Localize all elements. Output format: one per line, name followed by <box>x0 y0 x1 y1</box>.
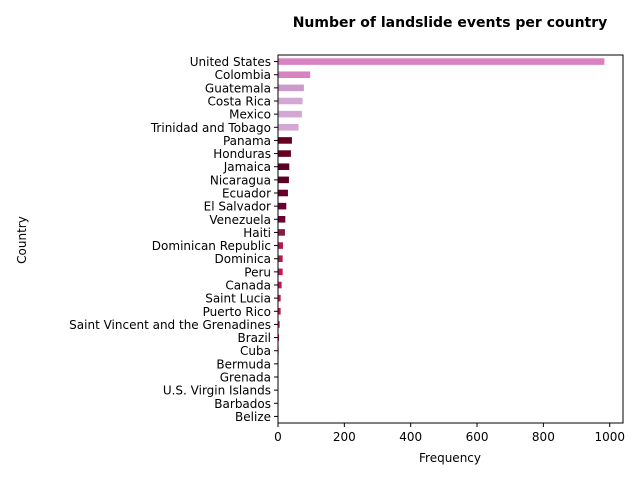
bar-honduras <box>278 150 291 157</box>
category-label: Barbados <box>214 397 271 411</box>
category-label: Puerto Rico <box>203 305 271 319</box>
category-label: Grenada <box>220 371 271 385</box>
bar-saint-lucia <box>278 294 281 302</box>
category-label: Dominica <box>215 252 272 266</box>
category-label: U.S. Virgin Islands <box>163 384 271 398</box>
x-tick-label: 400 <box>399 430 422 444</box>
category-label: Nicaragua <box>210 173 271 187</box>
x-axis-label: Frequency <box>419 451 481 465</box>
bar-mexico <box>278 110 302 118</box>
category-label: Jamaica <box>223 160 271 174</box>
bar-haiti <box>278 229 285 236</box>
category-label: Trinidad and Tobago <box>150 121 271 135</box>
category-label: Ecuador <box>222 187 271 201</box>
category-label: Guatemala <box>205 81 271 95</box>
y-axis-label: Country <box>15 216 29 264</box>
x-tick-label: 200 <box>333 430 356 444</box>
bars-group <box>278 58 605 420</box>
x-tick-label: 0 <box>274 430 282 444</box>
category-label: Honduras <box>213 147 271 161</box>
bar-dominican-republic <box>278 242 283 249</box>
bar-saint-vincent-and-the-grenadines <box>278 321 280 328</box>
bar-united-states <box>278 58 605 65</box>
category-label: Saint Vincent and the Grenadines <box>69 318 271 332</box>
bar-jamaica <box>278 163 290 170</box>
bar-trinidad-and-tobago <box>278 124 299 131</box>
bar-canada <box>278 281 282 289</box>
category-label: Saint Lucia <box>205 292 271 306</box>
category-label: Costa Rica <box>208 95 271 109</box>
bar-el-salvador <box>278 202 287 210</box>
x-tick-label: 600 <box>466 430 489 444</box>
category-label: Venezuela <box>209 213 271 227</box>
bar-puerto-rico <box>278 308 281 315</box>
bar-venezuela <box>278 216 286 223</box>
category-label: El Salvador <box>204 200 271 214</box>
category-label: United States <box>190 55 271 69</box>
bar-dominica <box>278 255 283 262</box>
category-label: Colombia <box>215 68 271 82</box>
x-axis-ticks: 0 200 400 600 800 1000 <box>274 423 625 444</box>
category-label: Brazil <box>238 331 272 345</box>
category-label: Dominican Republic <box>152 239 271 253</box>
category-label: Cuba <box>240 344 271 358</box>
category-label: Canada <box>225 279 271 293</box>
x-tick-label: 800 <box>532 430 555 444</box>
chart-title: Number of landslide events per country <box>293 15 608 31</box>
bar-costa-rica <box>278 97 303 105</box>
category-label: Belize <box>235 410 271 424</box>
x-tick-label: 1000 <box>594 430 625 444</box>
category-label: Peru <box>244 265 271 279</box>
axes-frame <box>277 54 624 424</box>
category-label: Panama <box>223 134 271 148</box>
bar-panama <box>278 137 292 144</box>
category-label: Mexico <box>229 108 271 122</box>
bar-peru <box>278 268 283 276</box>
bar-nicaragua <box>278 176 289 184</box>
bar-colombia <box>278 71 311 78</box>
category-label: Bermuda <box>216 357 271 371</box>
bar-ecuador <box>278 189 288 197</box>
category-label: Haiti <box>243 226 271 240</box>
bar-guatemala <box>278 84 304 92</box>
